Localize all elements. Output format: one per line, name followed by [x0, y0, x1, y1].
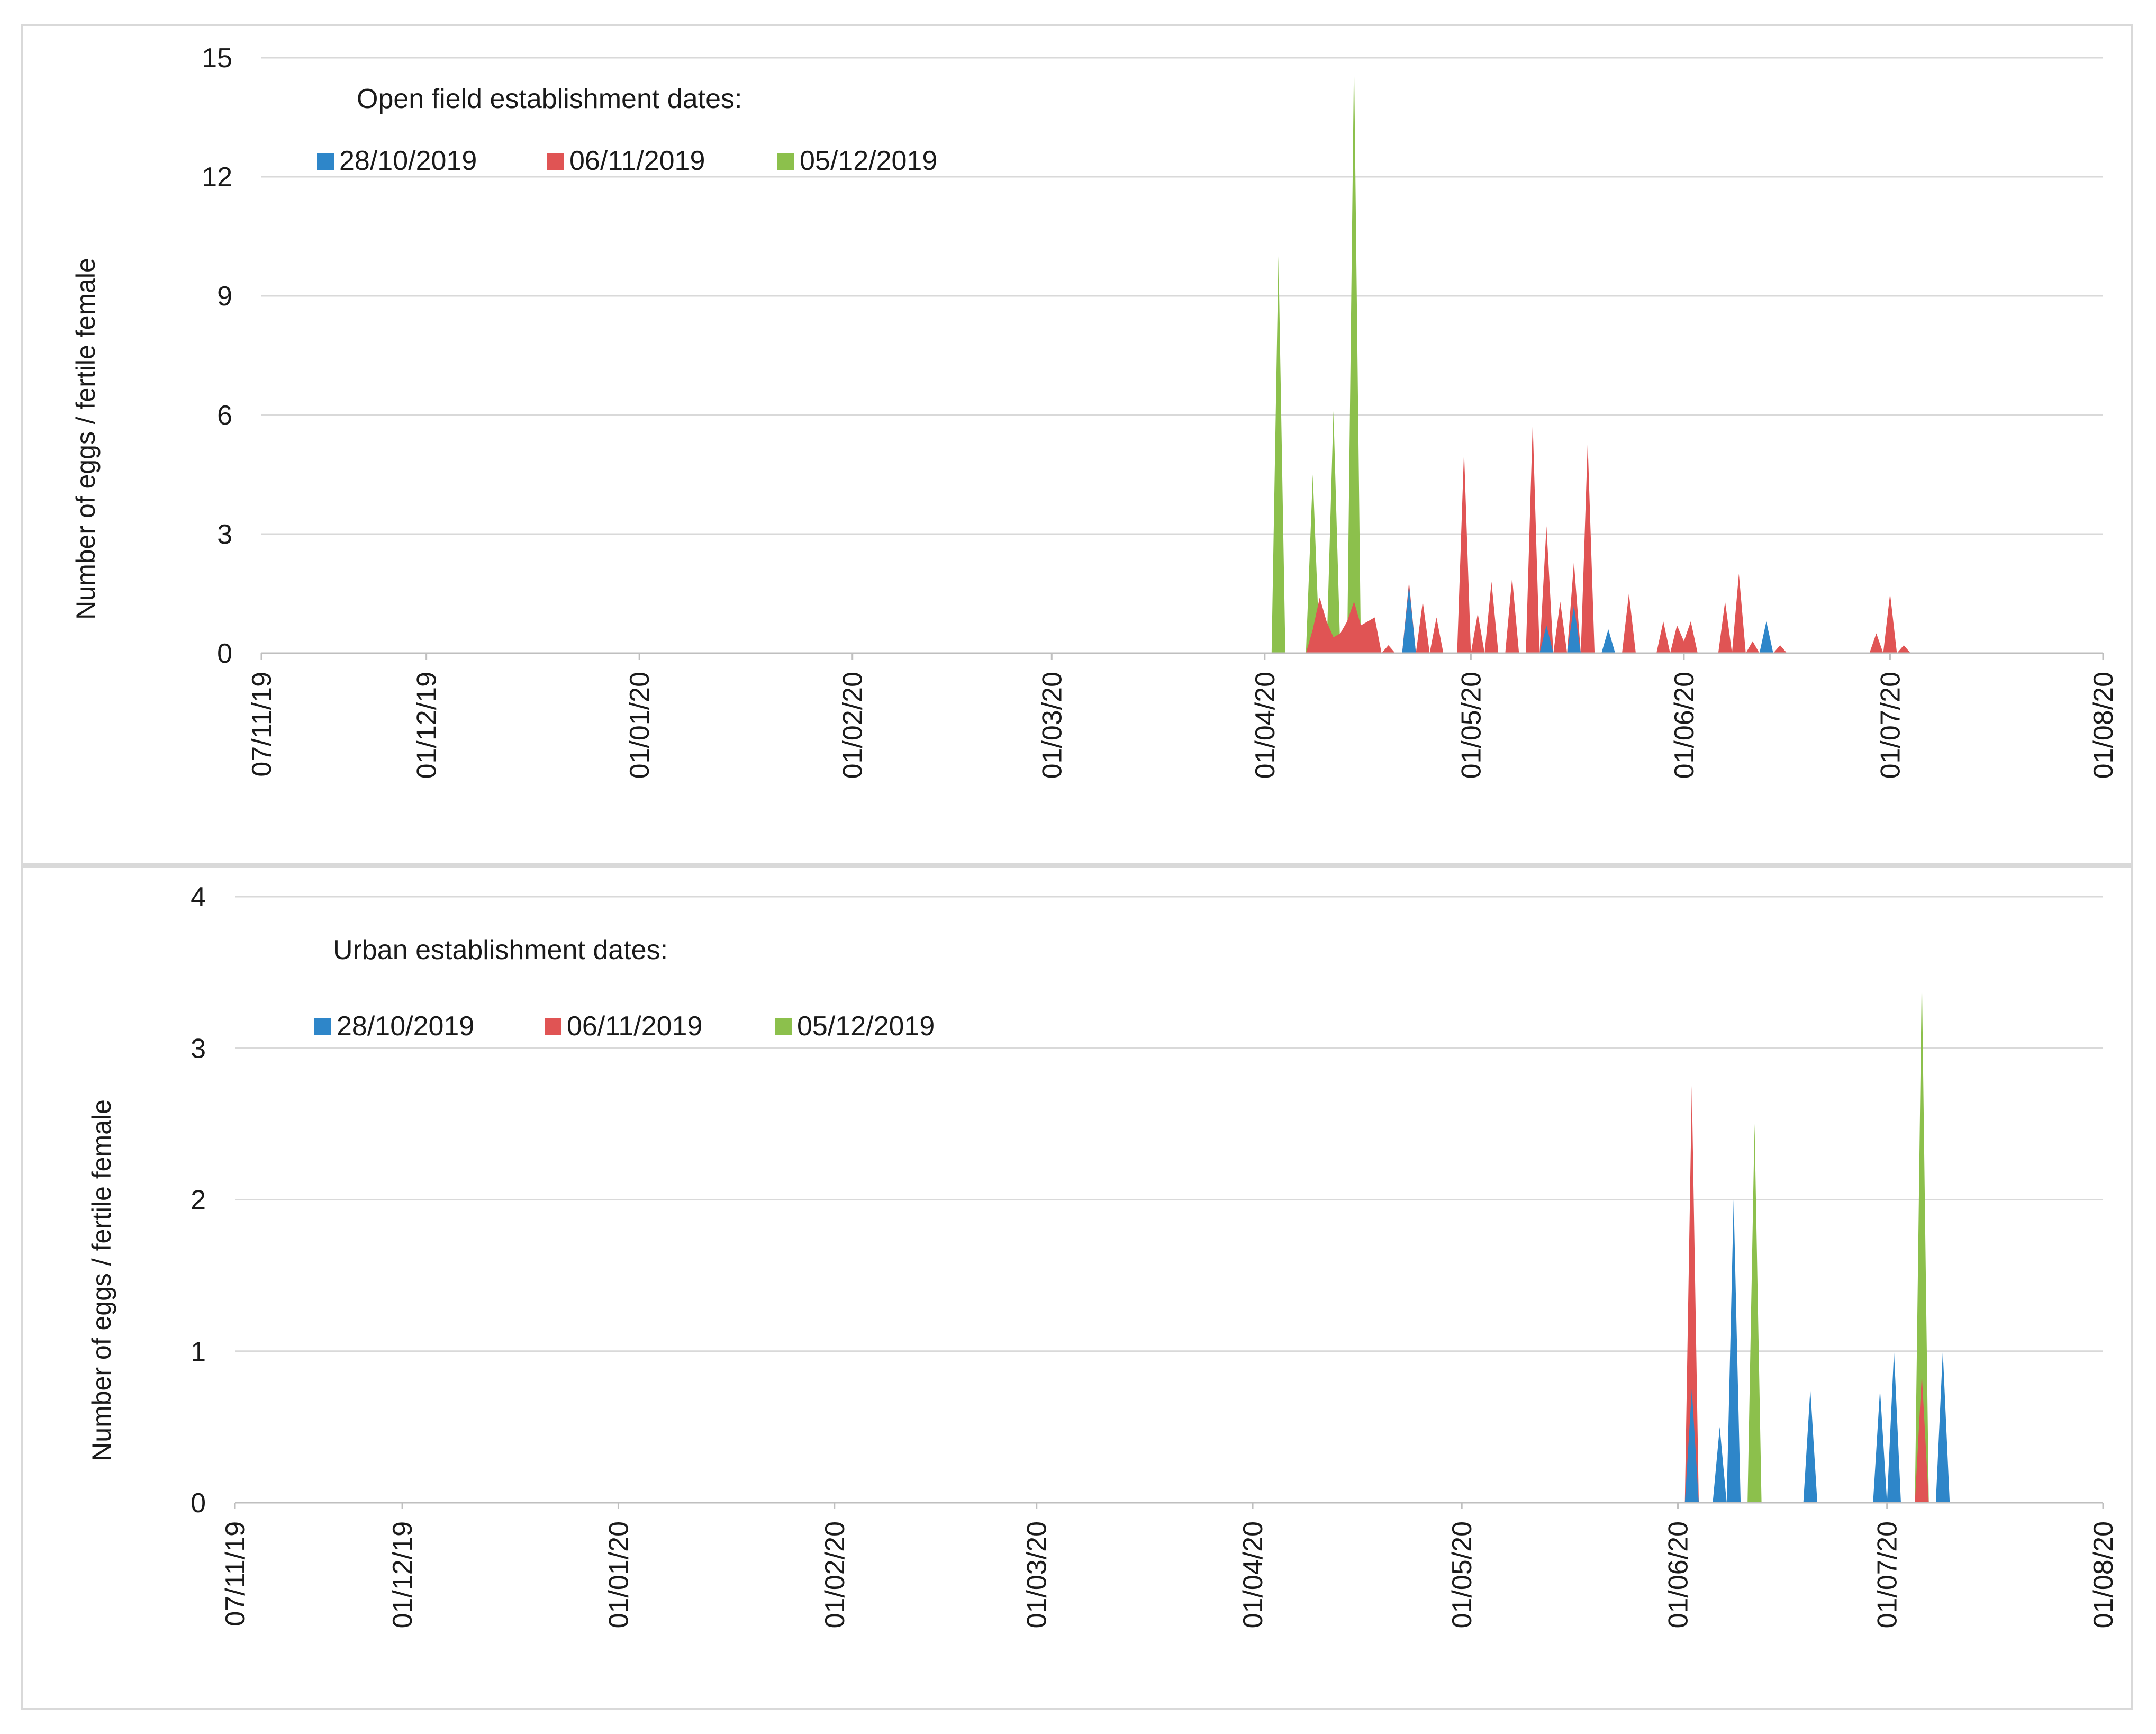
legend-swatch-06-11-2019	[545, 1018, 561, 1035]
legend-swatch-06-11-2019	[547, 153, 564, 170]
y-tick-label: 3	[217, 519, 232, 550]
y-gridlines	[261, 57, 2103, 535]
series-areas	[1684, 972, 1950, 1503]
legend-swatch-28-10-2019	[317, 153, 334, 170]
y-tick-label: 3	[191, 1033, 206, 1064]
y-tick-label: 12	[202, 162, 232, 193]
y-tick-label: 4	[191, 882, 206, 913]
y-tick-labels: 0 3 6 9 12 15	[202, 43, 232, 669]
x-tick-labels: 07/11/19 01/12/19 01/01/20 01/02/20 01/03/20…	[247, 653, 2119, 779]
series-area-05-12-2019	[1271, 58, 1361, 653]
urban-egg-chart: 0 1 2 3 4 07/11/19 01/12/19 01/01/20 01/02/20 01…	[87, 882, 2119, 1628]
legend-swatch-05-12-2019	[777, 153, 794, 170]
x-tick-label: 01/06/20	[1669, 672, 1700, 779]
y-axis-label: Number of eggs / fertile female	[71, 258, 101, 620]
x-tick-label: 01/03/20	[1037, 672, 1067, 779]
x-tick-label: 01/02/20	[838, 672, 868, 779]
series-areas	[1271, 58, 1911, 653]
legend: 28/10/2019 06/11/2019 05/12/2019	[317, 146, 937, 176]
x-tick-label: 01/01/20	[603, 1521, 634, 1628]
x-tick-label: 01/04/20	[1238, 1521, 1269, 1628]
x-tick-label: 01/02/20	[820, 1521, 850, 1628]
y-tick-label: 1	[191, 1336, 206, 1367]
x-tick-label: 07/11/19	[247, 672, 277, 777]
legend-label-06-11-2019: 06/11/2019	[567, 1011, 702, 1042]
series-area-05-12-2019	[1747, 972, 1929, 1503]
y-tick-label: 2	[191, 1185, 206, 1216]
x-tick-label: 01/12/19	[387, 1521, 418, 1628]
x-tick-label: 01/07/20	[1875, 672, 1906, 779]
chart-panel-open-field: 0 3 6 9 12 15 07/11/19 01/12/19 01/01/20 01/02/2…	[21, 24, 2133, 865]
legend: 28/10/2019 06/11/2019 05/12/2019	[314, 1011, 935, 1042]
y-axis-label: Number of eggs / fertile female	[87, 1099, 116, 1461]
x-tick-label: 07/11/19	[220, 1521, 251, 1627]
legend-label-05-12-2019: 05/12/2019	[800, 146, 937, 176]
y-tick-label: 0	[217, 638, 232, 669]
legend-title: Urban establishment dates:	[333, 935, 668, 965]
x-tick-label: 01/05/20	[1447, 1521, 1478, 1628]
legend-swatch-28-10-2019	[314, 1018, 331, 1035]
chart-panel-urban: 0 1 2 3 4 07/11/19 01/12/19 01/01/20 01/02/20 01…	[21, 865, 2133, 1710]
x-tick-label: 01/06/20	[1663, 1521, 1694, 1628]
legend-title: Open field establishment dates:	[357, 84, 742, 114]
y-tick-label: 15	[202, 43, 232, 74]
x-tick-label: 01/08/20	[2088, 672, 2119, 779]
x-tick-label: 01/07/20	[1872, 1521, 1903, 1628]
legend-swatch-05-12-2019	[775, 1018, 792, 1035]
x-tick-label: 01/12/19	[412, 672, 442, 779]
x-tick-label: 01/08/20	[2088, 1521, 2119, 1628]
x-tick-label: 01/03/20	[1022, 1521, 1053, 1628]
y-tick-label: 6	[217, 400, 232, 431]
legend-label-28-10-2019: 28/10/2019	[337, 1011, 474, 1042]
y-tick-label: 0	[191, 1488, 206, 1519]
legend-label-28-10-2019: 28/10/2019	[339, 146, 477, 176]
series-area-06-11-2019	[1306, 423, 1911, 653]
legend-label-06-11-2019: 06/11/2019	[569, 146, 705, 176]
legend-label-05-12-2019: 05/12/2019	[797, 1011, 935, 1042]
x-tick-label: 01/01/20	[624, 672, 655, 779]
y-gridlines	[235, 896, 2103, 1352]
y-tick-labels: 0 1 2 3 4	[191, 882, 206, 1519]
x-tick-labels: 07/11/19 01/12/19 01/01/20 01/02/20 01/03/20…	[220, 1503, 2119, 1628]
y-tick-label: 9	[217, 281, 232, 312]
x-tick-label: 01/05/20	[1456, 672, 1487, 779]
x-tick-label: 01/04/20	[1250, 672, 1281, 779]
open-field-egg-chart: 0 3 6 9 12 15 07/11/19 01/12/19 01/01/20 01/02/2…	[71, 43, 2119, 779]
